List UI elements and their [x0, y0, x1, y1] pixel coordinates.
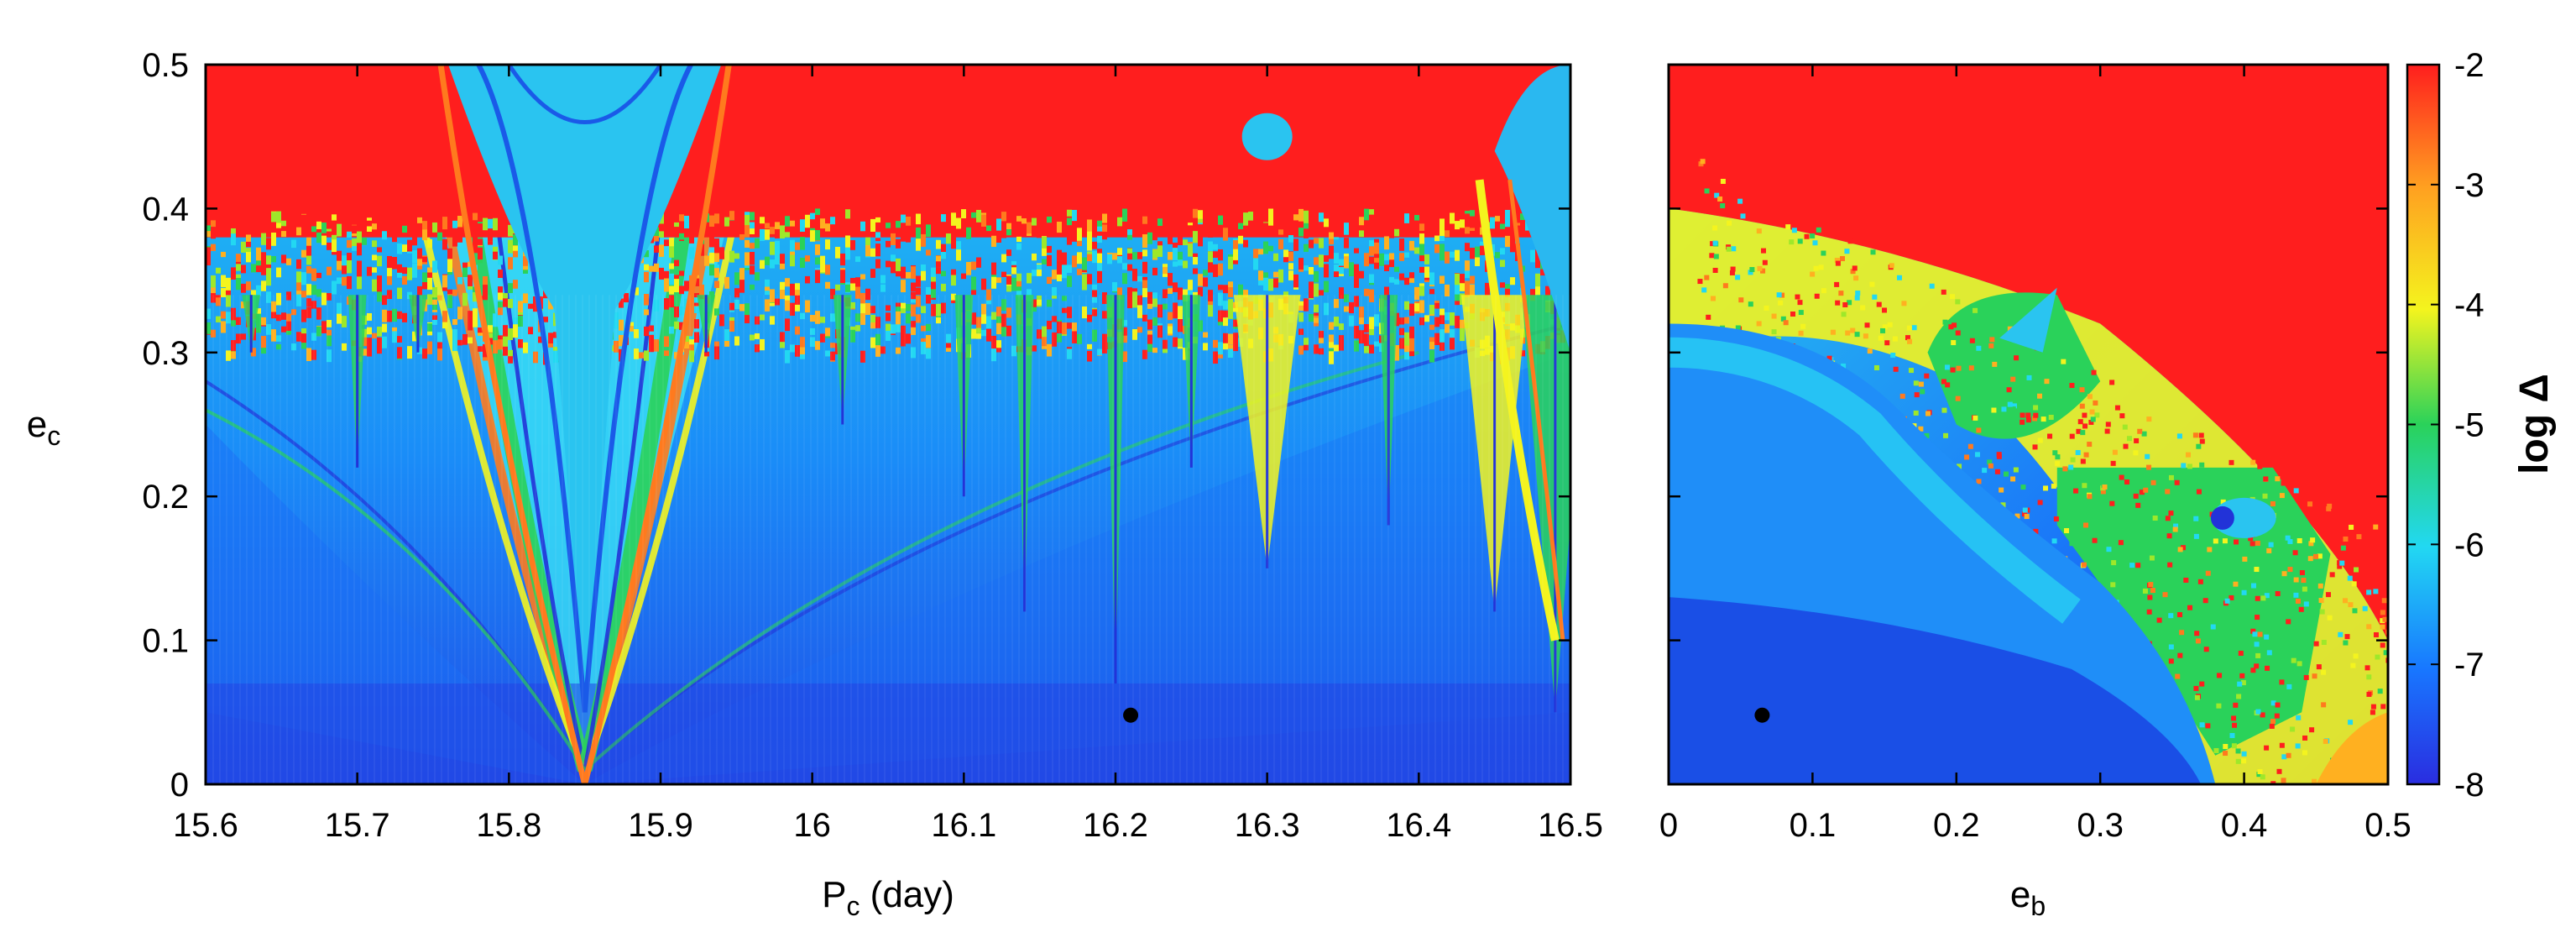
left-x-label-rest: (day): [860, 874, 954, 915]
colorbar-label-text: log: [2512, 403, 2557, 474]
left-xtick-label: 16.5: [1538, 807, 1603, 844]
colorbar-tick-label: -7: [2454, 647, 2485, 683]
right-marker-point: [1754, 707, 1770, 723]
right-xtick-label: 0.1: [1790, 807, 1837, 844]
left-xtick-label: 16.2: [1083, 807, 1148, 844]
left-ytick-label: 0.2: [142, 479, 189, 516]
left-heatmap-panel: 15.6 15.7 15.8 15.9 16 16.1 16.2 16.3 16.4 16.5 0…: [27, 47, 1603, 921]
left-marker-point: [1123, 707, 1139, 723]
left-ytick-label: 0.3: [142, 335, 189, 372]
right-xtick-label: 0.2: [1933, 807, 1980, 844]
left-y-axis-label: ec: [27, 404, 60, 451]
colorbar-tick-label: -3: [2454, 167, 2485, 204]
right-x-axis-label: eb: [2010, 874, 2046, 921]
left-y-label-sub: c: [47, 421, 60, 451]
left-x-label-sub: c: [846, 891, 860, 921]
right-x-label-main: e: [2010, 874, 2030, 915]
colorbar-tick-label: -6: [2454, 526, 2485, 563]
colorbar-label: log Δ: [2512, 374, 2557, 474]
right-heatmap-panel: 0 0.1 0.2 0.3 0.4 0.5 eb: [1659, 63, 2411, 921]
left-ytick-label: 0.4: [142, 191, 189, 228]
colorbar-tick-label: -4: [2454, 287, 2485, 324]
right-x-label-sub: b: [2030, 891, 2046, 921]
right-xtick-label: 0.4: [2221, 807, 2268, 844]
left-y-label-main: e: [27, 404, 47, 445]
left-ytick-label: 0: [170, 767, 189, 804]
left-ytick-label: 0.1: [142, 623, 189, 660]
colorbar-tick-label: -5: [2454, 407, 2485, 444]
colorbar-tick-label: -8: [2454, 767, 2485, 804]
left-xtick-label: 16: [793, 807, 831, 844]
right-xtick-label: 0.5: [2364, 807, 2411, 844]
left-xtick-label: 15.8: [476, 807, 541, 844]
right-xtick-label: 0: [1659, 807, 1678, 844]
colorbar: -8 -7 -6 -5 -4 -3 -2 log Δ: [2406, 47, 2557, 804]
left-x-label-main: P: [822, 874, 846, 915]
colorbar-tick-label: -2: [2454, 47, 2485, 84]
colorbar-label-symbol: Δ: [2512, 374, 2557, 403]
left-ytick-label: 0.5: [142, 47, 189, 84]
left-xtick-label: 16.3: [1235, 807, 1300, 844]
left-xtick-label: 15.7: [325, 807, 390, 844]
left-xtick-label: 15.6: [173, 807, 238, 844]
left-xtick-label: 16.1: [931, 807, 996, 844]
right-xtick-label: 0.3: [2077, 807, 2124, 844]
left-xtick-label: 15.9: [628, 807, 693, 844]
left-xtick-label: 16.4: [1386, 807, 1451, 844]
left-x-axis-label: Pc (day): [822, 874, 954, 921]
